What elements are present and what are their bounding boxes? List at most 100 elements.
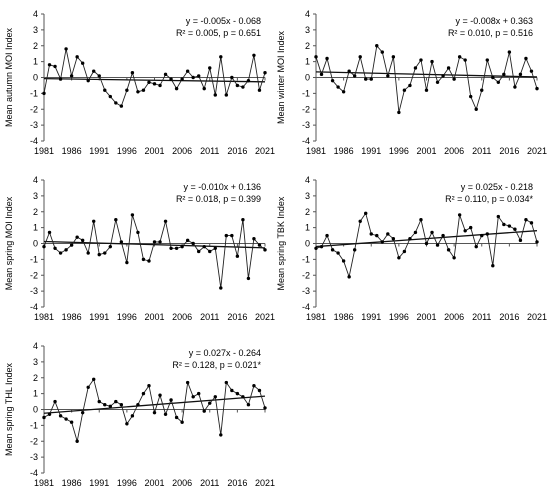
data-point [224,233,229,238]
y-tick-label: -1 [30,420,38,430]
y-tick-label: -4 [30,468,38,478]
y-axis-title: Mean autumn MOI Index [4,27,14,127]
data-point [347,275,351,279]
data-point [42,91,46,96]
regression-equation: y = -0.008x + 0.363 [455,16,533,26]
y-tick-label: 1 [33,389,38,399]
y-tick-label: 2 [305,207,310,217]
y-tick-label: -3 [30,452,38,462]
data-point [496,80,501,84]
data-point [246,78,251,83]
x-tick-label: 2016 [499,312,519,322]
data-point [208,401,212,405]
y-tick-label: 3 [305,25,310,35]
y-tick-label: 0 [305,73,310,83]
data-point [219,286,223,290]
data-point [263,71,267,75]
y-axis-title: Mean spring TBK Index [276,196,286,290]
data-point [413,66,418,70]
data-point [502,222,506,227]
regression-equation: y = 0.027x - 0.264 [189,348,261,358]
data-point [185,238,190,243]
y-tick-label: 1 [33,57,38,67]
data-point [397,110,401,115]
trend-line [315,71,538,78]
data-point [369,232,373,236]
data-point [325,56,329,61]
data-point [169,77,173,81]
y-tick-label: -2 [30,270,38,280]
data-point [480,88,484,92]
data-point [386,74,390,78]
data-point [397,256,401,260]
data-point [235,391,240,396]
data-point [114,399,118,404]
data-point [336,251,340,255]
x-tick-label: 2011 [472,146,491,156]
data-point [513,85,517,89]
data-point [80,238,85,243]
regression-stats: R² = 0.005, p = 0.651 [176,28,261,38]
data-point [419,217,423,222]
data-point [336,85,340,89]
data-point [235,254,240,258]
data-point [263,248,267,252]
data-point [252,53,256,57]
data-point [485,58,489,62]
data-point [375,233,379,238]
series-line [43,214,266,288]
regression-stats: R² = 0.018, p = 0.399 [176,194,261,204]
data-point [469,94,473,99]
data-point [474,107,478,111]
x-tick-label: 2021 [255,146,275,156]
y-tick-label: -4 [302,136,310,146]
x-tick-label: 2001 [144,478,164,488]
y-tick-label: 4 [305,9,310,19]
data-point [491,75,495,80]
data-point [47,230,52,235]
data-point [391,237,396,241]
data-point [380,50,384,54]
y-tick-label: 4 [305,175,310,185]
data-point [103,403,107,407]
data-point [257,388,262,393]
data-point [180,77,184,81]
data-point [169,398,173,402]
data-point [92,219,96,223]
data-point [457,55,462,59]
data-point [136,90,140,94]
data-point [197,74,201,78]
data-point [174,415,179,420]
regression-stats: R² = 0.010, p = 0.516 [448,28,533,38]
y-axis-title: Mean spring MOI Index [4,196,14,290]
data-point [463,229,467,233]
trend-line [43,395,266,414]
data-point [485,232,489,236]
data-point [441,233,445,238]
data-point [169,246,173,250]
x-tick-label: 1986 [62,146,82,156]
x-tick-label: 1986 [334,312,354,322]
data-point [386,232,390,236]
x-tick-label: 1991 [89,312,109,322]
y-tick-label: -3 [30,120,38,130]
data-point [180,244,184,249]
data-point [69,243,74,247]
x-tick-label: 1981 [306,146,326,156]
y-tick-label: -3 [302,120,310,130]
data-point [369,77,373,81]
y-tick-label: 0 [33,239,38,249]
data-point [125,422,129,426]
data-point [136,403,140,407]
data-point [75,235,79,239]
data-point [246,403,251,407]
data-point [380,240,384,244]
x-tick-label: 2016 [227,312,247,322]
x-tick-label: 2006 [172,146,192,156]
y-tick-label: -4 [30,302,38,312]
data-point [208,249,212,254]
data-point [86,385,90,389]
data-point [230,75,234,80]
data-point [185,380,190,385]
